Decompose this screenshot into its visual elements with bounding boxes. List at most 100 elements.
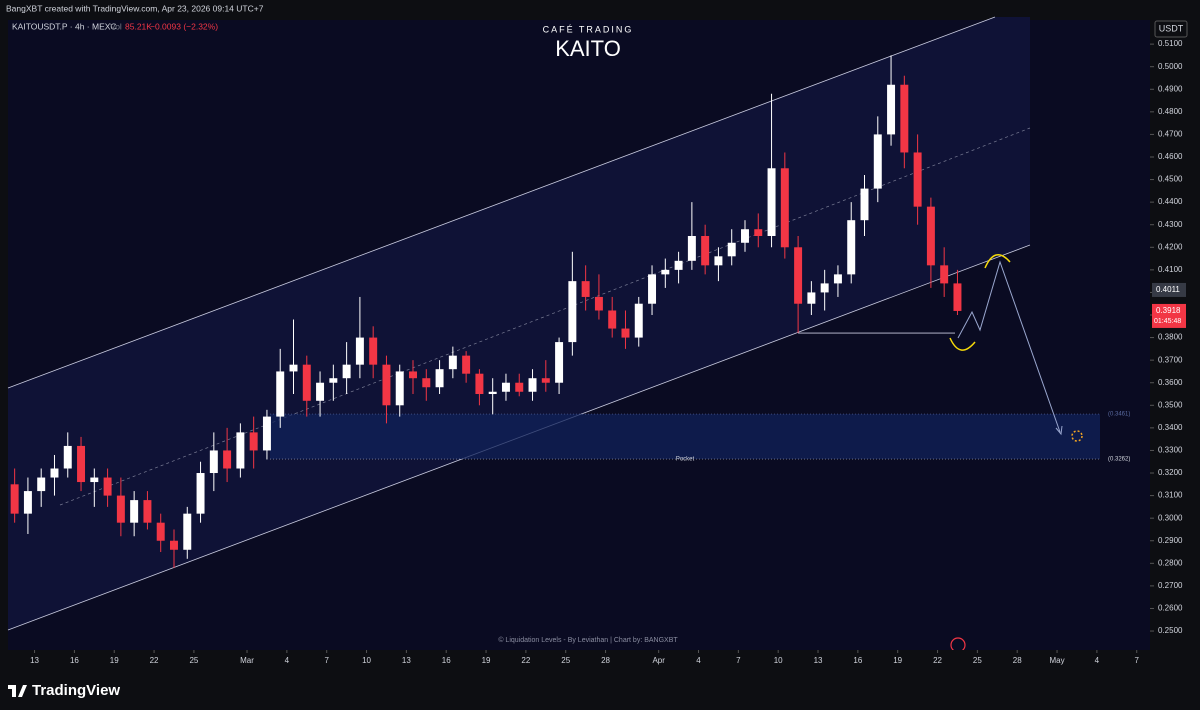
last-price: 0.3918 xyxy=(1156,306,1181,315)
y-tick-label: 0.5000 xyxy=(1158,62,1183,71)
candle-body xyxy=(807,292,816,304)
x-tick-label: 16 xyxy=(853,656,862,665)
candle-body xyxy=(488,391,497,395)
x-tick-label: 13 xyxy=(30,656,39,665)
y-tick-label: 0.2600 xyxy=(1158,604,1183,613)
candle-body xyxy=(555,342,564,383)
candle-body xyxy=(648,274,657,304)
candle-body xyxy=(913,152,922,207)
candle-body xyxy=(23,491,32,514)
y-tick-label: 0.3800 xyxy=(1158,333,1183,342)
y-tick-label: 0.3200 xyxy=(1158,468,1183,477)
y-tick-label: 0.4600 xyxy=(1158,152,1183,161)
x-tick-label: 4 xyxy=(696,656,701,665)
y-axis-panel xyxy=(1150,20,1200,670)
candle-body xyxy=(475,373,484,395)
candle-body xyxy=(528,378,537,392)
x-tick-label: 13 xyxy=(814,656,823,665)
candle-body xyxy=(794,247,803,304)
x-tick-label: 16 xyxy=(442,656,451,665)
candle-body xyxy=(501,382,510,392)
y-tick-label: 0.4900 xyxy=(1158,84,1183,93)
candle-body xyxy=(847,220,856,275)
candle-body xyxy=(143,500,152,523)
y-tick-label: 0.2700 xyxy=(1158,581,1183,590)
y-tick-label: 0.3100 xyxy=(1158,491,1183,500)
chart-title: KAITO xyxy=(555,36,621,61)
yellow-curve xyxy=(949,337,976,351)
candle-body xyxy=(594,296,603,311)
candle-body xyxy=(156,522,165,541)
x-tick-label: 22 xyxy=(521,656,530,665)
candle-body xyxy=(687,235,696,261)
y-tick-label: 0.3700 xyxy=(1158,355,1183,364)
marked-price: 0.4011 xyxy=(1156,285,1180,294)
y-tick-label: 0.2500 xyxy=(1158,626,1183,635)
candle-body xyxy=(741,229,749,243)
candle-body xyxy=(342,364,351,379)
candle-body xyxy=(422,378,431,388)
candle-body xyxy=(435,369,444,388)
candle-body xyxy=(661,269,670,275)
y-tick-label: 0.4300 xyxy=(1158,220,1183,229)
candle-body xyxy=(369,337,378,365)
x-tick-label: 13 xyxy=(402,656,411,665)
candle-body xyxy=(77,445,86,483)
symbol: KAITOUSDT.P · 4h · MEXC xyxy=(12,21,117,31)
x-tick-label: Apr xyxy=(652,656,665,665)
plot xyxy=(10,55,1100,568)
candle-body xyxy=(621,328,630,338)
x-tick-label: 4 xyxy=(1095,656,1100,665)
pocket-zone xyxy=(270,414,1100,460)
countdown: 01:45:48 xyxy=(1154,318,1181,325)
candle-body xyxy=(116,495,125,523)
x-tick-label: 28 xyxy=(1013,656,1022,665)
candle-body xyxy=(276,371,285,417)
candle-body xyxy=(727,242,736,257)
x-tick-label: 19 xyxy=(482,656,491,665)
candle-body xyxy=(926,206,935,266)
y-tick-label: 0.5100 xyxy=(1158,39,1183,48)
candle-body xyxy=(302,364,311,401)
pocket-top-label: (0.3461) xyxy=(1108,412,1130,418)
x-tick-label: Mar xyxy=(240,656,254,665)
candle-body xyxy=(754,229,763,236)
candle-body xyxy=(10,484,19,514)
y-tick-label: 0.4100 xyxy=(1158,265,1183,274)
candle-body xyxy=(953,283,962,311)
x-tick-label: 25 xyxy=(561,656,570,665)
x-tick-label: 28 xyxy=(601,656,610,665)
candle-body xyxy=(873,134,882,189)
candle-body xyxy=(37,477,46,492)
candle-body xyxy=(170,540,178,550)
candle-body xyxy=(701,235,710,266)
x-axis-panel xyxy=(0,650,1150,670)
brand: TradingView xyxy=(32,682,120,699)
y-tick-label: 0.4200 xyxy=(1158,242,1183,251)
candle-body xyxy=(900,84,909,153)
candle-body xyxy=(462,355,471,374)
candle-body xyxy=(608,310,617,329)
author: BangXBT created with TradingView.com, Ap… xyxy=(6,3,264,13)
x-tick-label: 16 xyxy=(70,656,79,665)
candle-body xyxy=(223,450,232,469)
x-tick-label: May xyxy=(1049,656,1064,665)
y-tick-label: 0.4400 xyxy=(1158,197,1183,206)
candle-body xyxy=(289,364,298,372)
y-tick-label: 0.3300 xyxy=(1158,446,1183,455)
x-tick-label: 19 xyxy=(893,656,902,665)
yellow-curve xyxy=(984,254,1011,269)
y-tick-label: 0.4700 xyxy=(1158,130,1183,139)
volume-label: Vol xyxy=(110,21,122,31)
x-tick-label: 25 xyxy=(189,656,198,665)
candle-body xyxy=(316,382,325,401)
x-tick-label: 10 xyxy=(774,656,783,665)
candle-body xyxy=(767,168,776,236)
pocket-label: Pocket xyxy=(676,457,695,463)
candle-body xyxy=(262,416,271,451)
target-marker xyxy=(1071,430,1083,442)
candle-body xyxy=(63,445,72,469)
x-tick-label: 25 xyxy=(973,656,982,665)
candle-body xyxy=(355,337,364,365)
x-tick-label: 7 xyxy=(324,656,329,665)
